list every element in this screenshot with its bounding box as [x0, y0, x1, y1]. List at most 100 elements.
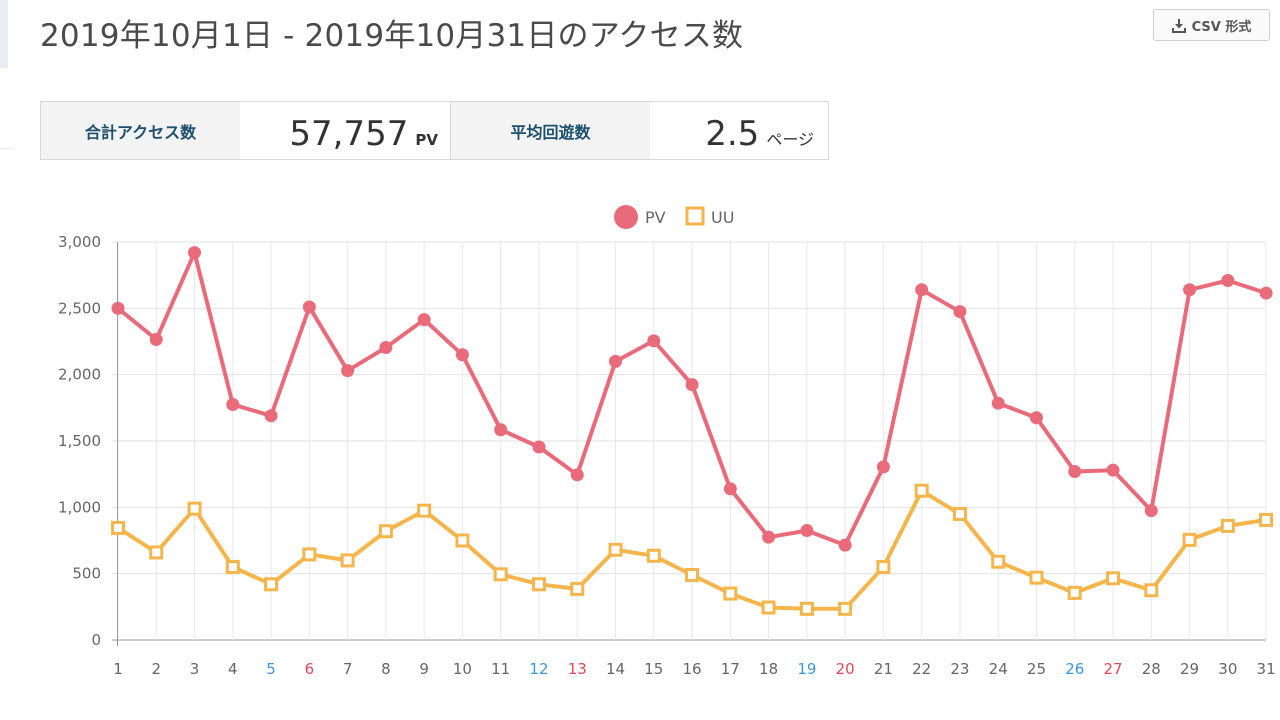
pv-point [494, 423, 508, 437]
summary-divider [450, 102, 451, 159]
average-pages-label: 平均回遊数 [451, 102, 650, 159]
x-tick-label: 2 [151, 660, 161, 678]
y-tick-label: 1,000 [58, 498, 101, 516]
x-tick-label: 3 [190, 660, 200, 678]
pv-point [1259, 286, 1273, 300]
x-tick-label: 7 [343, 660, 353, 678]
uu-point [952, 506, 967, 521]
uu-point [838, 601, 853, 616]
pv-point [1183, 283, 1197, 297]
uu-point [340, 553, 355, 568]
pv-point [838, 538, 852, 552]
pv-point [570, 468, 584, 482]
uu-point [455, 533, 470, 548]
x-tick-label: 31 [1257, 660, 1276, 678]
uu-point [1106, 571, 1121, 586]
uu-point [761, 600, 776, 615]
pv-point [149, 333, 163, 347]
x-tick-label: 29 [1180, 660, 1199, 678]
uu-point [187, 501, 202, 516]
total-access-unit: PV [415, 131, 438, 149]
x-tick-label: 8 [381, 660, 391, 678]
x-tick-label: 23 [950, 660, 969, 678]
y-tick-label: 3,000 [58, 233, 101, 251]
pv-point [800, 524, 814, 538]
uu-point [876, 560, 891, 575]
legend-pv-label: PV [645, 208, 666, 227]
x-tick-label: 27 [1103, 660, 1122, 678]
x-tick-label: 16 [683, 660, 702, 678]
uu-point [1220, 518, 1235, 533]
pv-point [1221, 273, 1235, 287]
pv-point [226, 398, 240, 412]
pv-point [379, 340, 393, 354]
x-tick-label: 14 [606, 660, 625, 678]
pv-point [1106, 463, 1120, 477]
y-tick-label: 1,500 [58, 432, 101, 450]
x-tick-label: 26 [1065, 660, 1084, 678]
x-tick-label: 10 [453, 660, 472, 678]
pv-point [1144, 504, 1158, 518]
pv-point [455, 348, 469, 362]
uu-point [302, 547, 317, 562]
x-tick-label: 18 [759, 660, 778, 678]
uu-point [1259, 512, 1274, 527]
x-tick-label: 13 [568, 660, 587, 678]
x-tick-label: 24 [989, 660, 1008, 678]
x-tick-label: 30 [1218, 660, 1237, 678]
uu-point [417, 503, 432, 518]
x-tick-label: 17 [721, 660, 740, 678]
pv-point [647, 334, 661, 348]
summary-table: 合計アクセス数 57,757 PV 平均回遊数 2.5 ページ [40, 101, 829, 160]
uu-point [111, 520, 125, 535]
x-tick-label: 19 [797, 660, 816, 678]
pv-point [417, 313, 431, 327]
average-pages-unit: ページ [766, 130, 814, 149]
pv-point [1068, 465, 1082, 479]
average-pages-number: 2.5 [705, 114, 760, 154]
page-title: 2019年10月1日 - 2019年10月31日のアクセス数 [40, 18, 744, 54]
uu-point [991, 554, 1006, 569]
pv-point [991, 396, 1005, 410]
uu-point [1029, 570, 1044, 585]
x-tick-label: 20 [836, 660, 855, 678]
x-tick-label: 9 [419, 660, 429, 678]
total-access-label: 合計アクセス数 [41, 102, 240, 159]
x-tick-label: 5 [266, 660, 276, 678]
uu-point [608, 542, 623, 557]
csv-export-button[interactable]: CSV 形式 [1153, 9, 1270, 41]
uu-point [531, 577, 546, 592]
pv-point [915, 283, 929, 297]
uu-point [264, 577, 279, 592]
pv-point [762, 530, 776, 544]
legend-uu-marker [685, 206, 705, 226]
uu-point [493, 567, 508, 582]
legend-uu-label: UU [711, 208, 734, 227]
x-tick-label: 21 [874, 660, 893, 678]
pv-point [609, 354, 623, 368]
uu-point [646, 548, 661, 563]
uu-point [799, 601, 814, 616]
pv-point [876, 460, 890, 474]
uu-point [723, 586, 738, 601]
y-tick-label: 2,000 [58, 366, 101, 384]
x-tick-label: 22 [912, 660, 931, 678]
pv-point [188, 246, 202, 260]
download-icon [1171, 18, 1186, 33]
uu-point [685, 567, 700, 582]
x-tick-label: 11 [491, 660, 510, 678]
y-tick-label: 2,500 [58, 299, 101, 317]
x-tick-label: 15 [644, 660, 663, 678]
x-tick-label: 25 [1027, 660, 1046, 678]
uu-point [1067, 585, 1082, 600]
uu-point [914, 483, 929, 498]
pv-point [111, 301, 125, 315]
left-panel-divider [0, 148, 12, 149]
pv-point [723, 482, 737, 496]
legend-pv-marker [614, 205, 638, 229]
pv-point [302, 300, 316, 314]
uu-point [1182, 532, 1197, 547]
uu-point [149, 545, 164, 560]
pv-point [532, 440, 546, 454]
